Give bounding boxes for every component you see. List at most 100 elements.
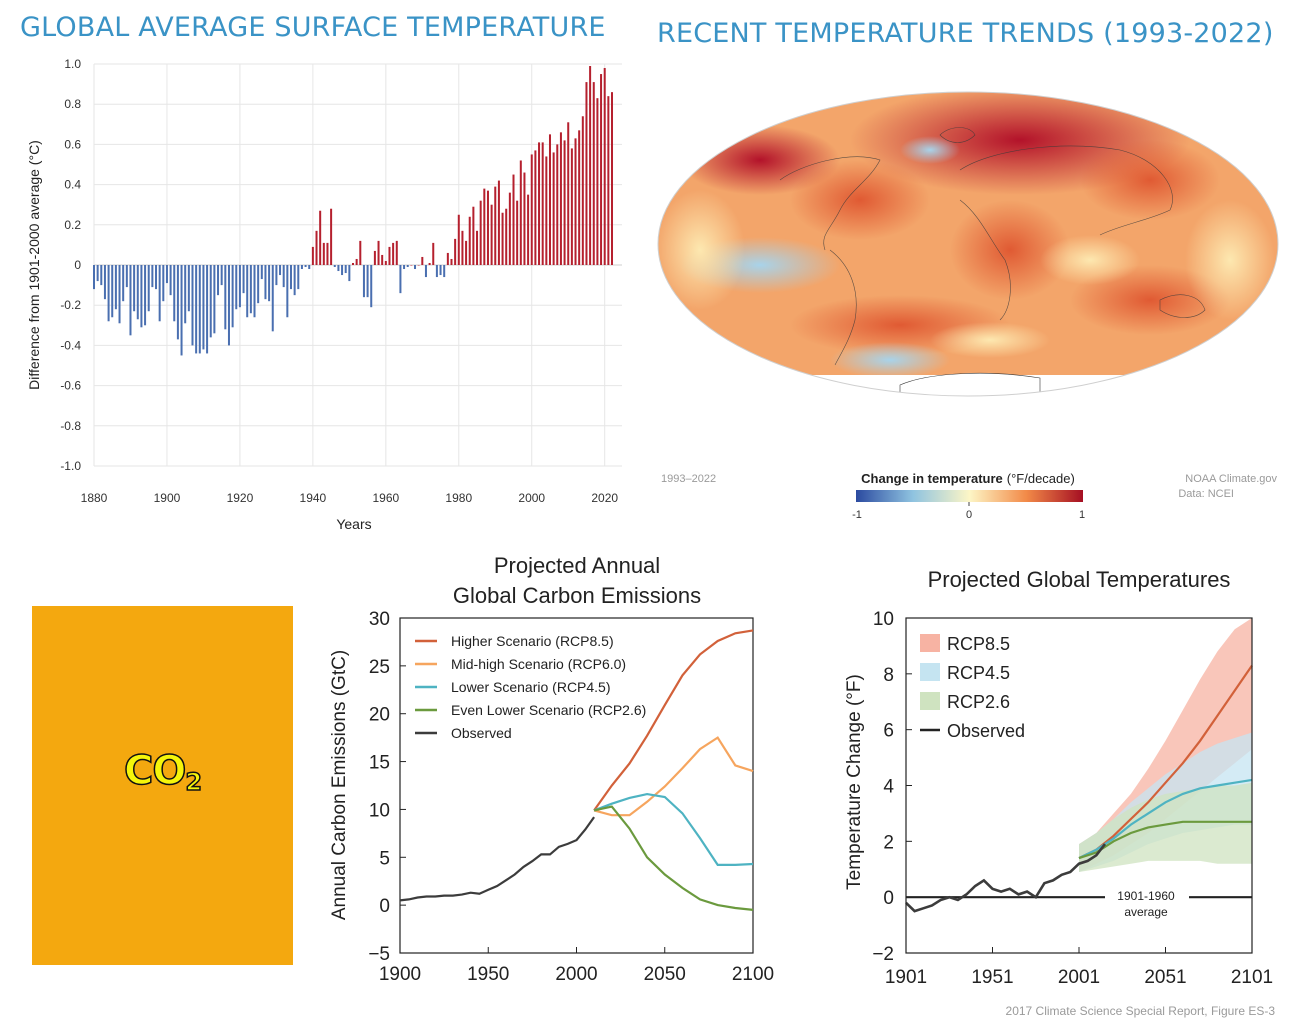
temperature-lines: [905, 664, 1253, 913]
x-tick-label: 2101: [1231, 967, 1273, 988]
temperature-bar: [286, 265, 289, 318]
y-tick-label: 0.2: [64, 218, 81, 232]
legend-unit-text: (°F/decade): [1007, 471, 1075, 486]
temperature-bar: [217, 265, 220, 296]
map-legend-title: Change in temperature (°F/decade): [861, 471, 1075, 486]
temperature-bar: [497, 180, 500, 265]
x-tick-label: 2000: [555, 964, 597, 985]
temperature-bar: [439, 265, 442, 276]
x-tick-label: 1880: [81, 491, 108, 505]
y-tick-label: 25: [369, 657, 390, 678]
temperature-bar: [308, 265, 311, 270]
temperature-bar: [421, 256, 424, 265]
temperature-bar: [600, 74, 603, 265]
series-line: [399, 816, 595, 902]
temperature-bar: [92, 265, 96, 290]
temperature-bar: [213, 265, 216, 334]
baseline-label-bg: [1105, 888, 1189, 916]
temperature-bar: [227, 265, 230, 346]
temperature-bar: [607, 96, 610, 265]
temperature-bar: [337, 265, 340, 272]
temperature-bar: [384, 260, 387, 265]
y-axis: 30 25 20 15 10 5 0 −5: [368, 609, 406, 965]
colorbar-min: -1: [852, 509, 862, 521]
carbon-emissions-chart: Projected Annual Global Carbon Emissions…: [329, 553, 774, 985]
emission-lines: [399, 629, 754, 911]
temperature-bar: [187, 265, 190, 312]
x-tick-label: 1980: [445, 491, 472, 505]
y-axis: 1.0 0.8 0.6 0.4 0.2 0 -0.2 -0.4 -0.6 -0.8 -1.0: [60, 57, 81, 473]
temperature-bar: [508, 192, 511, 265]
temperature-bar: [435, 265, 438, 278]
series-line: [1078, 778, 1253, 860]
temperature-bar: [377, 240, 380, 265]
temperature-bar: [147, 265, 150, 312]
y-tick-label: 0: [379, 896, 390, 917]
y-tick-label: 15: [369, 753, 390, 774]
temperature-bar: [122, 265, 125, 302]
temperature-bar: [260, 265, 263, 280]
y-tick-label: 10: [873, 609, 894, 630]
temperature-bar: [406, 265, 409, 268]
y-tick-label: -0.8: [60, 419, 81, 433]
x-tick-label: 2051: [1144, 967, 1186, 988]
x-tick-label: 1920: [227, 491, 254, 505]
temperature-bar: [443, 265, 446, 278]
temperature-bar: [585, 82, 588, 265]
y-tick-label: 0: [883, 888, 894, 909]
temperature-bar: [359, 240, 362, 265]
temperature-bar: [264, 265, 267, 300]
co2-tile: CO2: [32, 606, 293, 965]
temperature-bar: [297, 265, 300, 290]
temperature-bar: [315, 230, 318, 265]
colorbar-max: 1: [1079, 509, 1085, 521]
temperature-bar: [111, 265, 114, 318]
legend-label: Even Lower Scenario (RCP2.6): [451, 702, 646, 718]
temperature-bar: [548, 134, 551, 265]
temperature-bar: [596, 98, 599, 265]
y-axis: 10 8 6 4 2 0 −2: [872, 609, 912, 965]
temperature-bar: [483, 188, 486, 265]
temperature-bar: [195, 265, 198, 354]
baseline-label-line2: average: [1124, 905, 1168, 919]
temperature-bar: [530, 154, 533, 265]
series-line: [593, 629, 754, 812]
baseline-label-line1: 1901-1960: [1117, 889, 1175, 903]
temperature-bar: [235, 265, 238, 310]
temperature-bar: [231, 265, 234, 328]
temperature-bar: [457, 214, 460, 265]
temperature-bar: [414, 265, 417, 270]
temperature-bar: [151, 265, 154, 288]
y-tick-label: 0.6: [64, 137, 81, 151]
map-credit: NOAA Climate.gov: [1185, 473, 1277, 485]
temperature-bar: [300, 265, 303, 270]
temperature-bar: [348, 265, 351, 282]
y-tick-label: 0.8: [64, 97, 81, 111]
x-axis: 1880 1900 1920 1940 1960 1980 2000 2020: [81, 491, 619, 505]
y-axis-label: Annual Carbon Emissions (GtC): [329, 650, 350, 920]
chart-title-line2: Global Carbon Emissions: [453, 583, 701, 608]
temperature-bar: [191, 265, 194, 346]
temperature-bar: [100, 265, 103, 286]
legend: RCP8.5 RCP4.5 RCP2.6 Observed: [920, 634, 1025, 741]
y-tick-label: -1.0: [60, 459, 81, 473]
temperature-bar: [490, 204, 493, 265]
temperature-bar: [461, 230, 464, 265]
y-tick-label: 8: [883, 665, 894, 686]
temperature-bar: [581, 116, 584, 265]
temperature-bar: [268, 265, 271, 302]
temperature-bar: [158, 265, 161, 322]
x-tick-label: 2050: [644, 964, 686, 985]
temperature-bar: [563, 140, 566, 265]
temperature-bar: [209, 265, 212, 338]
y-tick-label: −2: [872, 944, 894, 965]
y-tick-label: -0.2: [60, 298, 81, 312]
y-tick-label: 2: [883, 832, 894, 853]
temperature-bar: [556, 144, 559, 265]
global-temp-title: GLOBAL AVERAGE SURFACE TEMPERATURE: [20, 12, 606, 43]
temperature-bar: [432, 242, 435, 265]
map-period: 1993–2022: [661, 473, 716, 485]
temperature-bar: [603, 68, 606, 266]
temperature-bar: [552, 152, 555, 265]
